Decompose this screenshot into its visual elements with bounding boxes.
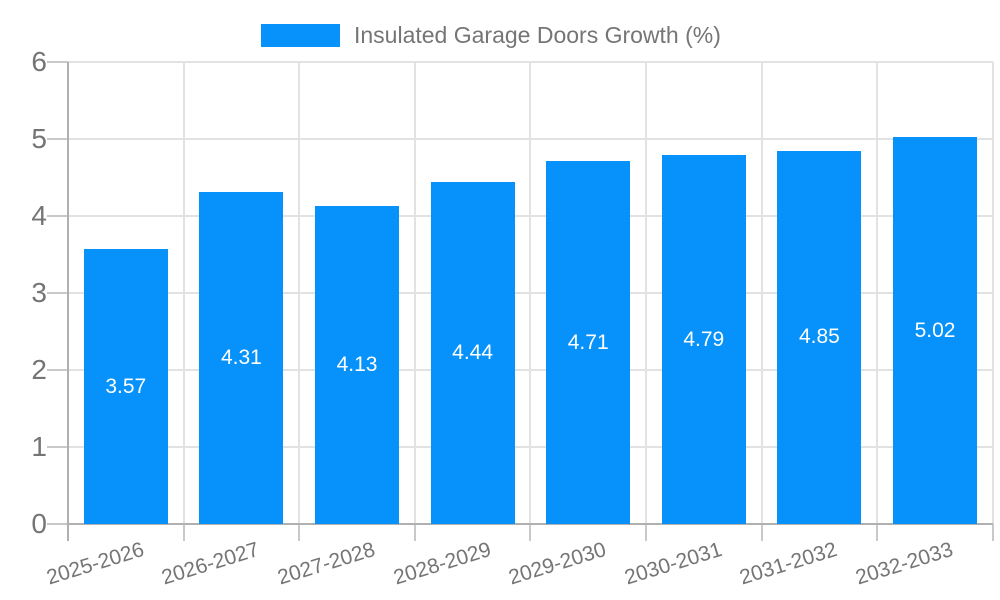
- x-axis-tick: [760, 524, 763, 541]
- legend[interactable]: Insulated Garage Doors Growth (%): [261, 22, 721, 49]
- legend-label: Insulated Garage Doors Growth (%): [354, 22, 721, 48]
- y-axis-tick-label: 1: [31, 431, 47, 462]
- x-axis-tick: [876, 524, 879, 541]
- gridline-vertical: [413, 62, 416, 524]
- y-axis-tick: [47, 138, 68, 140]
- bar-2027-2028[interactable]: [315, 205, 399, 524]
- y-axis-tick: [47, 292, 68, 294]
- bar-2031-2032[interactable]: [777, 150, 862, 524]
- x-axis-tick: [298, 524, 301, 541]
- y-axis-tick: [47, 61, 68, 63]
- gridline-vertical: [760, 62, 763, 524]
- y-axis-tick-label: 2: [31, 354, 47, 385]
- y-axis-tick-label: 0: [31, 508, 47, 539]
- y-axis-tick: [47, 523, 68, 525]
- y-axis-tick: [47, 369, 68, 371]
- bar-value-label: 3.57: [105, 374, 147, 398]
- bar-2029-2030[interactable]: [546, 161, 631, 524]
- x-axis-tick: [991, 524, 994, 541]
- x-axis-line: [67, 523, 993, 525]
- bar-value-label: 4.31: [220, 346, 262, 370]
- bar-value-label: 5.02: [914, 318, 956, 342]
- x-axis-tick: [529, 524, 532, 541]
- y-axis-tick-label: 5: [31, 123, 47, 154]
- gridline-vertical: [645, 62, 647, 524]
- bar-2028-2029[interactable]: [430, 182, 515, 524]
- gridline-vertical: [298, 62, 301, 524]
- legend-swatch: [261, 24, 340, 47]
- bar-2030-2031[interactable]: [661, 155, 746, 524]
- bar-value-label: 4.13: [336, 352, 378, 376]
- y-axis-line: [67, 62, 69, 541]
- bar-value-label: 4.44: [452, 341, 494, 365]
- gridline-vertical: [991, 62, 994, 524]
- gridline-vertical: [529, 62, 532, 524]
- gridline-vertical: [182, 62, 185, 524]
- y-axis-tick-label: 4: [31, 200, 47, 231]
- x-axis-tick: [182, 524, 185, 541]
- x-axis-tick: [413, 524, 416, 541]
- y-axis-tick: [47, 446, 68, 448]
- y-axis-tick-label: 3: [31, 277, 47, 308]
- y-axis-tick: [47, 215, 68, 217]
- y-axis-tick-label: 6: [31, 46, 47, 77]
- bar-value-label: 4.85: [798, 325, 840, 349]
- bar-value-label: 4.71: [567, 330, 609, 354]
- bar-value-label: 4.79: [683, 327, 725, 351]
- bar-2032-2033[interactable]: [893, 137, 977, 524]
- gridline-vertical: [876, 62, 879, 524]
- bar-2026-2027[interactable]: [199, 192, 284, 524]
- x-axis-tick: [645, 524, 647, 541]
- bar-2025-2026[interactable]: [83, 249, 168, 524]
